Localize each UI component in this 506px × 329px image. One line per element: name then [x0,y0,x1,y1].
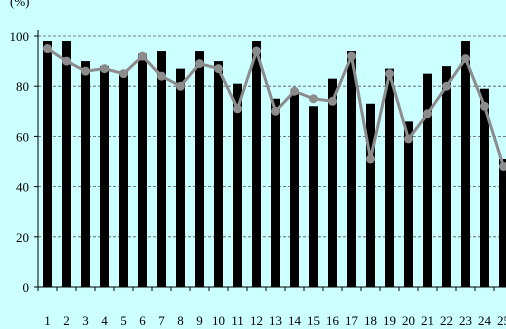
bar-series [43,41,506,288]
line-point-16 [328,96,337,106]
line-point-19 [385,69,394,79]
bar-11 [233,83,242,287]
line-point-15 [309,94,318,104]
line-point-12 [252,46,261,56]
line-series [43,44,506,172]
y-axis-unit: (%) [10,0,30,9]
bar-7 [157,51,166,288]
line-point-23 [461,54,470,64]
line-point-5 [119,69,128,79]
line-point-25 [499,162,506,172]
line-point-4 [100,64,109,74]
bar-4 [100,66,109,288]
bar-5 [119,71,128,287]
x-tick-label-21: 21 [421,313,434,328]
x-tick-label-8: 8 [177,313,184,328]
line-point-7 [157,71,166,81]
line-point-1 [43,44,52,54]
axes [34,30,506,291]
y-tick-label-60: 60 [16,129,29,144]
x-tick-label-2: 2 [63,313,70,328]
x-tick-label-17: 17 [345,313,359,328]
line-point-20 [404,134,413,144]
line-point-2 [62,56,71,66]
x-tick-label-6: 6 [139,313,146,328]
x-tick-label-24: 24 [478,313,492,328]
bar-14 [290,93,299,287]
line-point-3 [81,66,90,76]
line-point-14 [290,86,299,96]
line-point-21 [423,109,432,119]
x-tick-label-12: 12 [250,313,263,328]
bar-16 [328,78,337,287]
bar-23 [461,41,470,287]
line-point-22 [442,81,451,91]
line-point-18 [366,154,375,164]
bar-15 [309,106,318,287]
line-point-13 [271,106,280,116]
y-tick-labels: 0 20 40 60 80 100 [10,29,30,295]
bar-3 [81,61,90,287]
x-tick-labels: 1 2 3 4 5 6 7 8 9 10 11 12 13 14 15 16 17 18 19 20 21 22 23 24 2… [44,313,506,328]
x-tick-label-20: 20 [402,313,415,328]
bar-25 [499,158,506,287]
bar-6 [138,53,147,287]
x-tick-label-5: 5 [120,313,127,328]
bar-8 [176,68,185,287]
line-point-8 [176,81,185,91]
line-point-24 [480,101,489,111]
y-tick-label-20: 20 [16,230,29,245]
x-tick-label-1: 1 [44,313,51,328]
x-tick-label-22: 22 [440,313,453,328]
y-tick-label-40: 40 [16,180,29,195]
x-tick-label-13: 13 [269,313,282,328]
x-tick-label-10: 10 [212,313,225,328]
y-tick-label-0: 0 [23,280,30,295]
bar-1 [43,41,52,287]
bar-12 [252,41,261,287]
x-tick-label-15: 15 [307,313,320,328]
bar-17 [347,51,356,288]
x-tick-label-16: 16 [326,313,340,328]
y-tick-label-80: 80 [16,79,29,94]
line-point-10 [214,64,223,74]
x-tick-label-23: 23 [459,313,472,328]
bar-10 [214,61,223,287]
bar-18 [366,103,375,288]
x-tick-label-3: 3 [82,313,89,328]
bar-20 [404,121,413,287]
line-point-17 [347,51,356,61]
bar-13 [271,98,280,287]
x-tick-label-19: 19 [383,313,396,328]
bar-21 [423,73,432,288]
bar-24 [480,88,489,288]
x-tick-label-25: 25 [497,313,506,328]
bar-2 [62,41,71,287]
bar-19 [385,68,394,287]
x-tick-label-9: 9 [196,313,203,328]
x-tick-label-18: 18 [364,313,377,328]
x-tick-label-4: 4 [101,313,108,328]
line-point-9 [195,59,204,69]
line-point-6 [138,51,147,61]
bar-9 [195,51,204,288]
x-tick-label-7: 7 [158,313,165,328]
x-tick-label-11: 11 [231,313,244,328]
x-tick-label-14: 14 [288,313,302,328]
y-tick-label-100: 100 [10,29,30,44]
bar-22 [442,66,451,288]
line-point-11 [233,104,242,114]
